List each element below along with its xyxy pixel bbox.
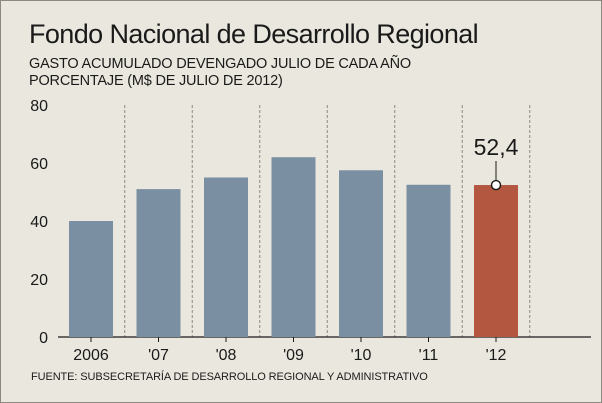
bar-1	[69, 221, 113, 337]
y-tick-label: 20	[30, 272, 48, 289]
x-tick-label: '07	[148, 347, 169, 364]
bar-2	[136, 189, 181, 337]
annotation-marker	[490, 179, 502, 191]
y-tick-label: 0	[39, 330, 48, 347]
subtitle-line-1: GASTO ACUMULADO DEVENGADO JULIO DE CADA …	[29, 56, 411, 72]
bar-6	[406, 184, 451, 337]
chart-title: Fondo Nacional de Desarrollo Regional	[29, 19, 479, 49]
bar-5	[339, 170, 383, 337]
bar-4	[271, 157, 316, 337]
bar-7	[474, 185, 518, 337]
y-tick-label: 60	[30, 156, 48, 173]
y-tick-label: 80	[30, 98, 48, 115]
subtitle-line-2: PORCENTAJE (M$ DE JULIO DE 2012)	[29, 73, 283, 89]
annotation-value-label: 52,4	[474, 134, 519, 160]
x-tick-label: '09	[283, 347, 304, 364]
chart-subtitle: GASTO ACUMULADO DEVENGADO JULIO DE CADA …	[29, 56, 411, 90]
x-tick-label: '11	[419, 347, 439, 364]
bar-3	[204, 177, 248, 337]
source-note: FUENTE: SUBSECRETARÍA DE DESARROLLO REGI…	[31, 371, 428, 383]
x-tick-label: '12	[486, 347, 507, 364]
y-tick-label: 40	[30, 214, 48, 231]
x-tick-label: '08	[216, 347, 237, 364]
x-tick-label: '10	[351, 347, 372, 364]
x-tick-label: 2006	[73, 347, 109, 364]
